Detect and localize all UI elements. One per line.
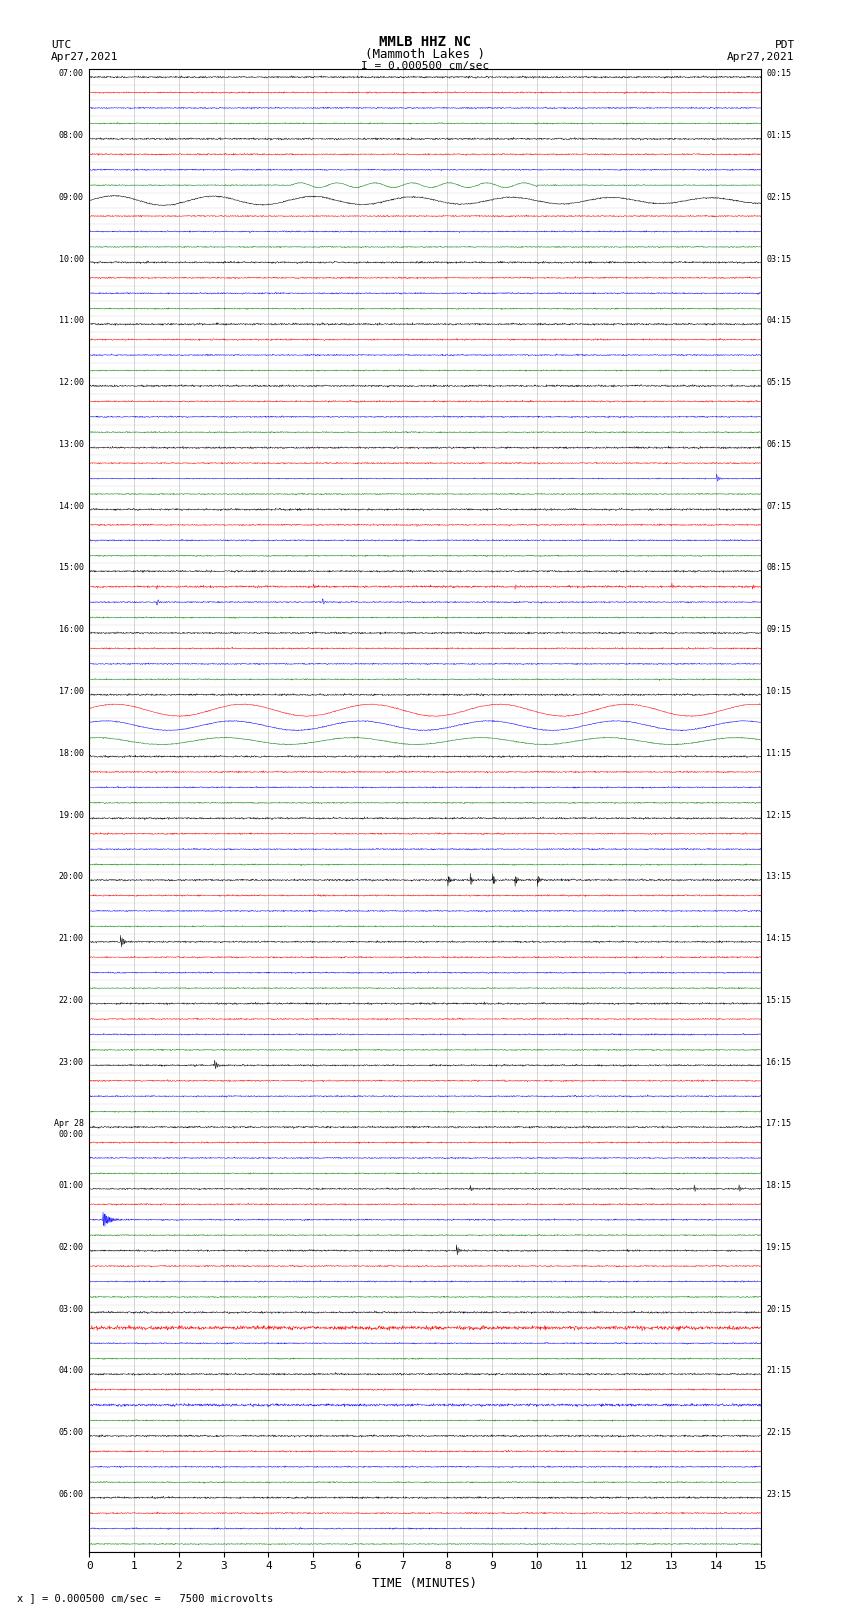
Text: 05:00: 05:00: [59, 1428, 84, 1437]
Text: 13:15: 13:15: [766, 873, 791, 881]
Text: 01:00: 01:00: [59, 1181, 84, 1190]
Text: 17:15: 17:15: [766, 1119, 791, 1129]
Text: 10:00: 10:00: [59, 255, 84, 263]
Text: 09:00: 09:00: [59, 194, 84, 202]
Text: 02:15: 02:15: [766, 194, 791, 202]
Text: Apr 28
00:00: Apr 28 00:00: [54, 1119, 84, 1139]
Text: 03:15: 03:15: [766, 255, 791, 263]
Text: 16:15: 16:15: [766, 1058, 791, 1066]
Text: 10:15: 10:15: [766, 687, 791, 695]
Text: 18:00: 18:00: [59, 748, 84, 758]
Text: 21:00: 21:00: [59, 934, 84, 944]
Text: 01:15: 01:15: [766, 131, 791, 140]
Text: 16:00: 16:00: [59, 626, 84, 634]
Text: 14:00: 14:00: [59, 502, 84, 511]
Text: x ] = 0.000500 cm/sec =   7500 microvolts: x ] = 0.000500 cm/sec = 7500 microvolts: [17, 1594, 273, 1603]
Text: 05:15: 05:15: [766, 377, 791, 387]
Text: 19:00: 19:00: [59, 811, 84, 819]
Text: 07:15: 07:15: [766, 502, 791, 511]
Text: 18:15: 18:15: [766, 1181, 791, 1190]
Text: 02:00: 02:00: [59, 1244, 84, 1252]
Text: 15:00: 15:00: [59, 563, 84, 573]
Text: 22:00: 22:00: [59, 995, 84, 1005]
Text: 06:15: 06:15: [766, 440, 791, 448]
Text: 21:15: 21:15: [766, 1366, 791, 1376]
Text: 04:15: 04:15: [766, 316, 791, 326]
Text: 19:15: 19:15: [766, 1244, 791, 1252]
Text: 23:15: 23:15: [766, 1490, 791, 1498]
Text: 08:15: 08:15: [766, 563, 791, 573]
Text: 09:15: 09:15: [766, 626, 791, 634]
Text: 03:00: 03:00: [59, 1305, 84, 1313]
Text: 20:15: 20:15: [766, 1305, 791, 1313]
Text: 17:00: 17:00: [59, 687, 84, 695]
Text: 11:00: 11:00: [59, 316, 84, 326]
Text: 15:15: 15:15: [766, 995, 791, 1005]
Text: 06:00: 06:00: [59, 1490, 84, 1498]
Text: 04:00: 04:00: [59, 1366, 84, 1376]
Text: MMLB HHZ NC: MMLB HHZ NC: [379, 35, 471, 50]
Text: PDT
Apr27,2021: PDT Apr27,2021: [728, 40, 795, 61]
Text: I = 0.000500 cm/sec: I = 0.000500 cm/sec: [361, 61, 489, 71]
Text: (Mammoth Lakes ): (Mammoth Lakes ): [365, 48, 485, 61]
Text: 11:15: 11:15: [766, 748, 791, 758]
Text: 12:00: 12:00: [59, 377, 84, 387]
Text: UTC
Apr27,2021: UTC Apr27,2021: [51, 40, 118, 61]
Text: 00:15: 00:15: [766, 69, 791, 79]
Text: 20:00: 20:00: [59, 873, 84, 881]
Text: 12:15: 12:15: [766, 811, 791, 819]
Text: 13:00: 13:00: [59, 440, 84, 448]
Text: 08:00: 08:00: [59, 131, 84, 140]
Text: 23:00: 23:00: [59, 1058, 84, 1066]
Text: 14:15: 14:15: [766, 934, 791, 944]
Text: 07:00: 07:00: [59, 69, 84, 79]
Text: 22:15: 22:15: [766, 1428, 791, 1437]
X-axis label: TIME (MINUTES): TIME (MINUTES): [372, 1578, 478, 1590]
